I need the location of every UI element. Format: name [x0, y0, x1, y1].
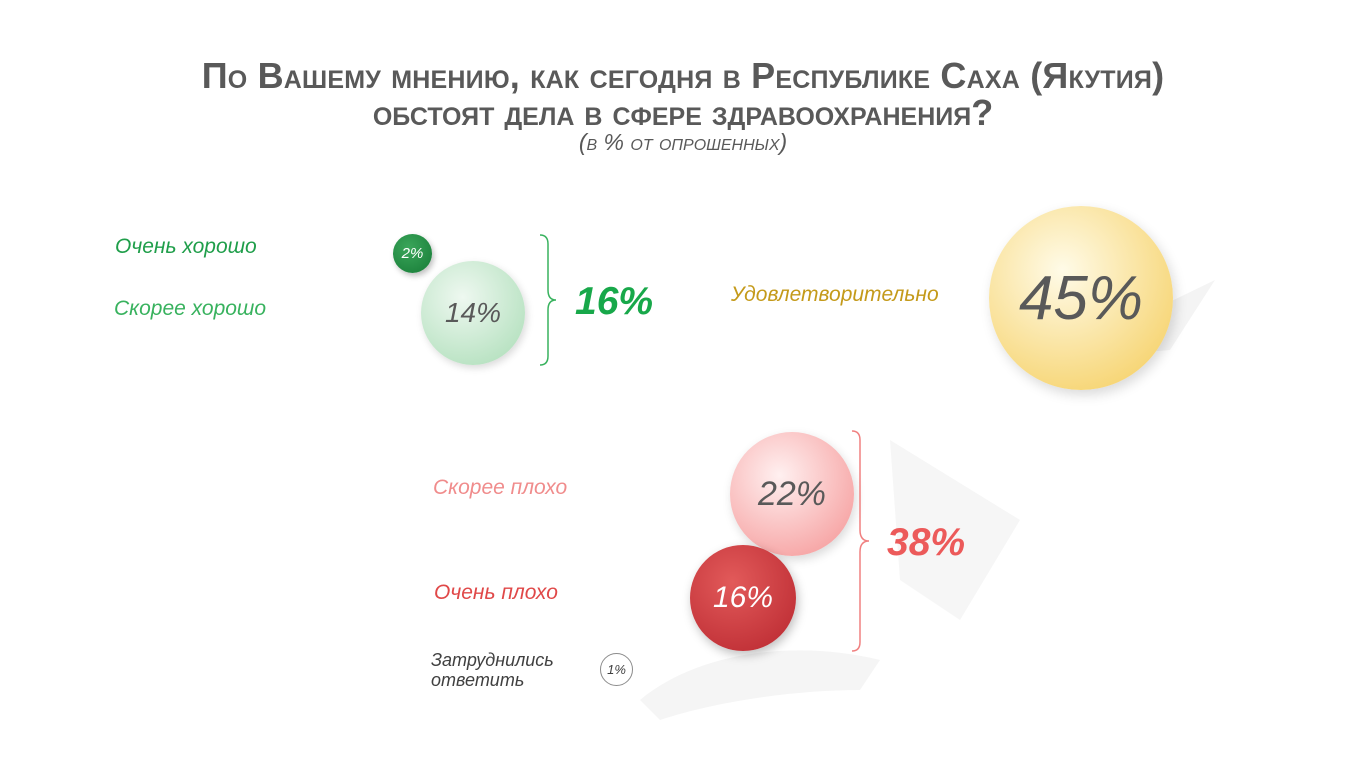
value-rather-good: 14%: [444, 297, 502, 328]
value-satisfactory: 45%: [1018, 263, 1144, 333]
chart-title-line1: По Вашему мнению, как сегодня в Республи…: [201, 55, 1165, 96]
bubble-hard: 1%: [600, 653, 633, 686]
chart-title-line2: обстоят дела в сфере здравоохранения?: [372, 92, 994, 133]
label-very-good: Очень хорошо: [115, 235, 257, 258]
label-hard-line2: ответить: [431, 670, 525, 690]
label-hard-line1: Затруднились: [431, 650, 554, 670]
bubble-very-bad: 16%: [690, 545, 796, 651]
label-very-bad: Очень плохо: [434, 581, 558, 604]
total-bad: 38%: [887, 521, 966, 564]
bubble-rather-bad: 22%: [730, 432, 854, 556]
bubble-satisfactory: 45%: [989, 206, 1173, 390]
bubble-rather-good: 14%: [421, 261, 525, 365]
value-very-good: 2%: [401, 245, 424, 262]
total-good: 16%: [575, 280, 654, 323]
value-hard: 1%: [607, 662, 626, 677]
label-rather-bad: Скорее плохо: [433, 476, 568, 499]
label-satisfactory: Удовлетворительно: [731, 283, 939, 306]
bubble-very-good: 2%: [393, 234, 432, 273]
value-rather-bad: 22%: [757, 474, 827, 513]
value-very-bad: 16%: [712, 581, 774, 614]
label-rather-good: Скорее хорошо: [114, 297, 267, 320]
brace-good: [539, 234, 557, 366]
chart-subtitle: (в % от опрошенных): [578, 129, 788, 155]
brace-bad: [851, 430, 870, 652]
